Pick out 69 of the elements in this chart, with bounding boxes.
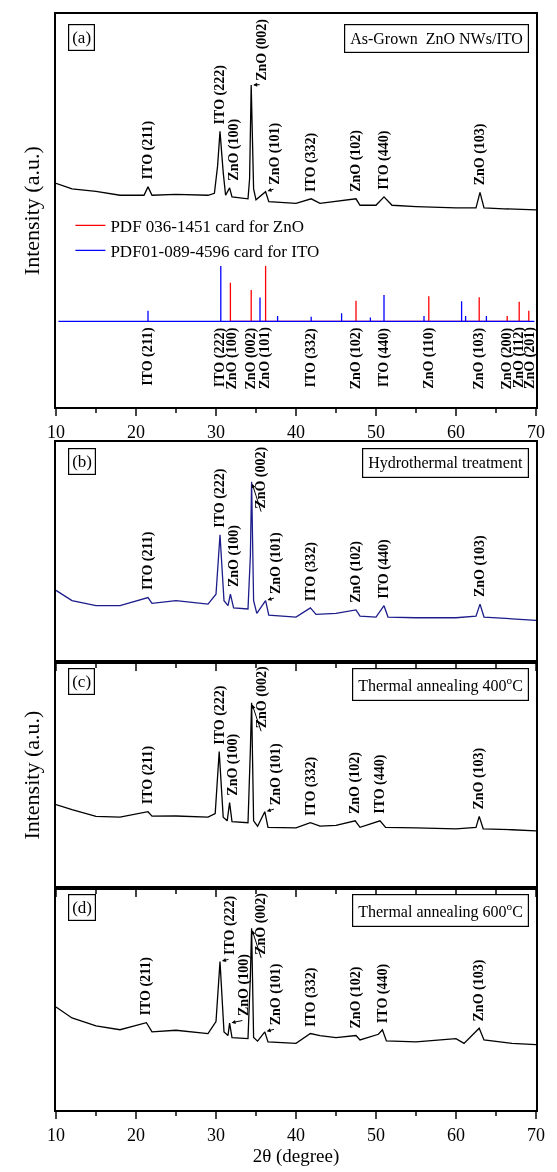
annotation: ITO (332) bbox=[302, 541, 319, 602]
annotation: ZnO (100) bbox=[226, 118, 243, 181]
annotation: ZnO (102) bbox=[347, 327, 364, 390]
x-tick-label: 70 bbox=[527, 1124, 545, 1145]
annotation: ITO (440) bbox=[376, 539, 393, 599]
legend-label: PDF 036-1451 card for ZnO bbox=[110, 216, 304, 236]
text: (a) bbox=[72, 28, 92, 48]
annotation: ZnO (102) bbox=[347, 751, 364, 815]
annotation: ITO (440) bbox=[372, 754, 389, 814]
annotation: ZnO (102) bbox=[348, 540, 365, 603]
x-tick-label: 50 bbox=[367, 1124, 385, 1145]
annotation: ZnO (101) bbox=[267, 122, 284, 185]
annotation: ITO (211) bbox=[140, 327, 157, 386]
x-tick-label: 60 bbox=[447, 1124, 465, 1145]
annotation: ITO (332) bbox=[302, 327, 319, 388]
annotation: ITO (440) bbox=[376, 130, 393, 190]
annotation: ITO (332) bbox=[302, 756, 319, 817]
y-axis-title: Intensity (a.u.) bbox=[19, 710, 45, 840]
annotation: ITO (222) bbox=[211, 685, 228, 745]
annotation: ITO (332) bbox=[303, 132, 320, 193]
annotation: ZnO (103) bbox=[471, 123, 488, 186]
annotation: ZnO (101) bbox=[267, 963, 284, 1026]
annotation: ZnO (002) bbox=[253, 892, 270, 955]
annotation: ITO (211) bbox=[139, 745, 156, 805]
x-tick-label: 30 bbox=[207, 1124, 225, 1145]
annotation: ITO (211) bbox=[139, 531, 156, 591]
x-tick-label: 50 bbox=[367, 422, 385, 443]
annotation: ZnO (102) bbox=[348, 966, 365, 1029]
x-tick-label: 60 bbox=[447, 422, 465, 443]
annotation: ITO (211) bbox=[138, 956, 155, 1016]
annotation: ZnO (103) bbox=[470, 327, 487, 390]
text: (b) bbox=[72, 452, 93, 472]
annotation: ZnO (103) bbox=[470, 747, 487, 810]
annotation: ZnO (101) bbox=[267, 531, 284, 595]
annotation: ITO (332) bbox=[302, 967, 319, 1027]
annotation: ZnO (100) bbox=[225, 733, 242, 796]
annotation: ZnO (103) bbox=[470, 959, 487, 1022]
annotation: ZnO (110) bbox=[420, 327, 437, 389]
x-tick-label: 10 bbox=[47, 1124, 65, 1145]
chart-title: Thermal annealing 400$^{o}$C bbox=[358, 674, 523, 695]
text: (d) bbox=[72, 898, 93, 918]
x-tick-label: 20 bbox=[127, 422, 145, 443]
annotation: ITO (222) bbox=[221, 895, 238, 956]
y-axis-title: Intensity (a.u.) bbox=[19, 146, 45, 276]
annotation: ITO (211) bbox=[139, 120, 156, 180]
annotation: ZnO (002) bbox=[253, 666, 270, 729]
chart-title: Thermal annealing 600$^{o}$C bbox=[358, 900, 523, 921]
x-tick-label: 70 bbox=[527, 422, 545, 443]
annotation: ZnO (100) bbox=[235, 953, 252, 1017]
annotation: ZnO (002) bbox=[253, 446, 270, 509]
x-tick-label: 30 bbox=[207, 422, 225, 443]
chart-title: Hydrothermal treatment bbox=[368, 454, 523, 473]
x-tick-label: 10 bbox=[47, 422, 65, 443]
x-tick-label: 40 bbox=[287, 1124, 305, 1145]
annotation: ZnO (102) bbox=[348, 129, 365, 192]
x-axis-title: 2θ (degree) bbox=[252, 1144, 340, 1167]
chart-title: As-Grown ZnO NWs/ITO bbox=[350, 30, 523, 48]
annotation: ITO (440) bbox=[375, 327, 392, 388]
annotation: ITO (222) bbox=[211, 64, 228, 125]
annotation: ITO (440) bbox=[374, 963, 391, 1024]
annotation: ZnO (103) bbox=[471, 534, 488, 598]
annotation: ZnO (101) bbox=[257, 326, 274, 389]
x-tick-label: 40 bbox=[287, 422, 305, 443]
annotation: ZnO (101) bbox=[267, 742, 284, 806]
annotation: ZnO (002) bbox=[253, 18, 270, 81]
x-tick-label: 20 bbox=[127, 1124, 145, 1145]
annotation: ZnO (002) bbox=[242, 327, 259, 390]
text: (c) bbox=[72, 672, 92, 692]
legend-label: PDF01-089-4596 card for ITO bbox=[110, 242, 320, 262]
